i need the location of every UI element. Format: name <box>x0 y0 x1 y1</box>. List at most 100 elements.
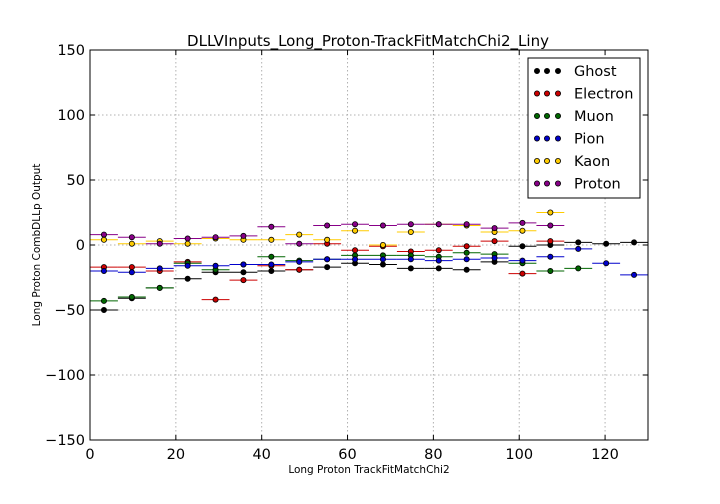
electron-point <box>519 270 526 277</box>
pion-point <box>519 257 526 264</box>
axis-ticks: 0 20 40 60 80 100 120 −150 −100 −50 0 50 100 150 <box>45 43 648 463</box>
kaon-point <box>547 209 554 216</box>
pion-point <box>603 260 610 267</box>
legend-label-proton: Proton <box>574 177 621 193</box>
proton-point <box>547 222 554 229</box>
kaon-point <box>324 236 331 243</box>
series-ghost <box>90 239 648 313</box>
legend: Ghost Electron Muon Pion Kaon Proton <box>527 57 641 199</box>
legend-marker-muon <box>555 113 562 120</box>
pion-point <box>212 262 219 269</box>
y-tick-label: 150 <box>57 43 85 59</box>
ghost-point <box>379 261 386 268</box>
proton-point <box>268 223 275 230</box>
pion-point <box>100 267 107 274</box>
proton-point <box>296 240 303 247</box>
ghost-point <box>407 265 414 272</box>
electron-point <box>352 247 359 254</box>
proton-point <box>407 221 414 228</box>
legend-marker-electron <box>555 90 562 97</box>
pion-point <box>240 261 247 268</box>
proton-point <box>156 240 163 247</box>
proton-point <box>379 222 386 229</box>
ghost-point <box>463 266 470 273</box>
legend-marker-kaon <box>534 157 541 164</box>
muon-point <box>268 253 275 260</box>
x-tick-label: 100 <box>505 447 533 463</box>
proton-point <box>519 219 526 226</box>
y-tick-label: 50 <box>67 173 85 189</box>
pion-point <box>463 256 470 263</box>
legend-marker-muon <box>534 113 541 120</box>
muon-point <box>156 284 163 291</box>
pion-point <box>435 257 442 264</box>
muon-point <box>128 293 135 300</box>
ghost-point <box>575 239 582 246</box>
ghost-point <box>435 265 442 272</box>
legend-marker-proton <box>555 180 562 187</box>
muon-point <box>547 267 554 274</box>
electron-point <box>296 266 303 273</box>
kaon-point <box>407 228 414 235</box>
y-tick-label: −50 <box>54 303 85 319</box>
electron-point <box>547 238 554 245</box>
legend-marker-proton <box>544 180 551 187</box>
kaon-point <box>100 236 107 243</box>
pion-point <box>268 261 275 268</box>
pion-point <box>547 253 554 260</box>
proton-point <box>435 221 442 228</box>
legend-marker-kaon <box>555 157 562 164</box>
series-pion <box>90 245 648 278</box>
electron-point <box>435 247 442 254</box>
legend-marker-pion <box>555 135 562 142</box>
data-layer <box>90 209 648 313</box>
pion-point <box>296 258 303 265</box>
kaon-point <box>184 240 191 247</box>
pion-point <box>379 256 386 263</box>
x-tick-label: 0 <box>85 447 94 463</box>
proton-point <box>240 232 247 239</box>
legend-marker-ghost <box>555 68 562 75</box>
kaon-point <box>352 227 359 234</box>
legend-label-pion: Pion <box>574 132 605 148</box>
pion-point <box>491 254 498 261</box>
ghost-point <box>240 269 247 276</box>
electron-point <box>212 296 219 303</box>
x-tick-label: 120 <box>591 447 619 463</box>
kaon-point <box>268 236 275 243</box>
legend-frame <box>527 57 641 199</box>
proton-point <box>463 221 470 228</box>
legend-label-kaon: Kaon <box>574 154 610 170</box>
pion-point <box>324 256 331 263</box>
muon-point <box>100 297 107 304</box>
legend-marker-pion <box>544 135 551 142</box>
proton-point <box>212 234 219 241</box>
y-tick-label: −100 <box>45 368 85 384</box>
kaon-point <box>519 227 526 234</box>
y-tick-label: 0 <box>76 238 85 254</box>
pion-point <box>575 245 582 252</box>
ghost-point <box>184 275 191 282</box>
proton-point <box>128 234 135 241</box>
electron-point <box>128 264 135 271</box>
x-tick-label: 60 <box>338 447 356 463</box>
x-axis-label: Long Proton TrackFitMatchChi2 <box>288 464 449 476</box>
proton-point <box>100 231 107 238</box>
ghost-point <box>100 306 107 313</box>
electron-point <box>463 243 470 250</box>
legend-marker-proton <box>534 180 541 187</box>
legend-marker-electron <box>544 90 551 97</box>
legend-marker-muon <box>544 113 551 120</box>
y-tick-label: −150 <box>45 433 85 449</box>
legend-marker-ghost <box>534 68 541 75</box>
legend-marker-kaon <box>544 157 551 164</box>
proton-point <box>184 235 191 242</box>
proton-point <box>491 225 498 232</box>
ghost-point <box>519 243 526 250</box>
legend-marker-ghost <box>544 68 551 75</box>
pion-point <box>407 256 414 263</box>
electron-point <box>240 277 247 284</box>
legend-label-ghost: Ghost <box>574 64 617 80</box>
electron-point <box>491 238 498 245</box>
